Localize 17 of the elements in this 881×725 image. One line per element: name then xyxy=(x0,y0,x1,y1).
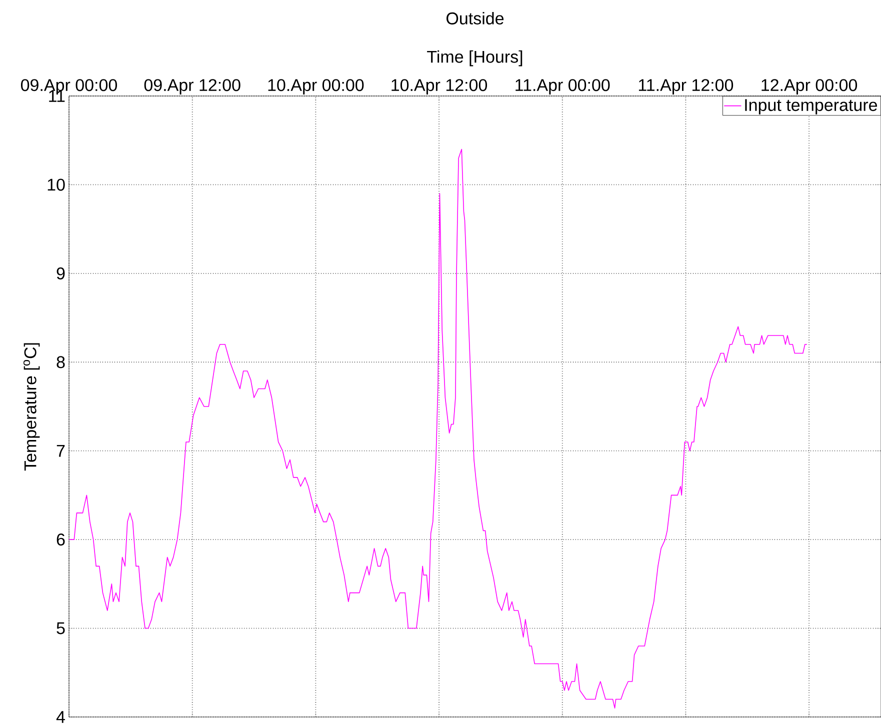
x-tick-label: 10.Apr 12:00 xyxy=(392,79,488,94)
chart-title: Outside xyxy=(446,12,504,24)
y-tick-label: 6 xyxy=(56,534,65,546)
y-tick-label: 8 xyxy=(56,356,65,368)
y-tick-label: 9 xyxy=(56,267,65,280)
legend-label: Input temperature xyxy=(745,99,878,114)
y-tick-label: 5 xyxy=(56,622,65,634)
x-axis-title: Time [Hours] xyxy=(427,50,522,66)
y-tick-label: 10 xyxy=(48,178,65,191)
x-tick-label: 09.Apr 12:00 xyxy=(144,79,240,94)
y-tick-label: 7 xyxy=(56,444,65,457)
x-tick-label: 11.Apr 12:00 xyxy=(638,79,734,94)
x-tick-label: 11.Apr 00:00 xyxy=(516,79,610,94)
y-axis-title: Temperature [$^{o}$C] xyxy=(24,343,40,471)
x-tick-label: 10.Apr 00:00 xyxy=(268,79,364,94)
y-tick-label: 4 xyxy=(56,711,65,723)
x-tick-label: 12.Apr 00:00 xyxy=(762,79,858,94)
